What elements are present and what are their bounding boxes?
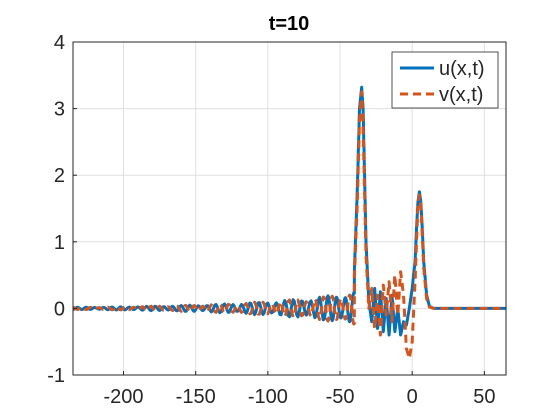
series-layer (73, 85, 506, 360)
x-tick-label: -200 (104, 386, 144, 408)
y-axis: -1 0 1 2 3 4 (47, 32, 77, 387)
legend-box (391, 51, 499, 109)
legend: u(x,t) v(x,t) (391, 51, 499, 109)
y-tick-label: 2 (54, 165, 65, 187)
x-tick-label: -100 (248, 386, 288, 408)
x-axis: -200 -150 -100 -50 0 50 (104, 371, 495, 408)
legend-v-label: v(x,t) (439, 84, 483, 106)
x-tick-label: 50 (473, 386, 495, 408)
plot-frame (72, 41, 507, 376)
x-tick-label: 0 (407, 386, 418, 408)
series-v-line (73, 90, 506, 360)
legend-u-label: u(x,t) (439, 58, 485, 80)
y-tick-label: 3 (54, 99, 65, 121)
chart-title: t=10 (269, 13, 310, 35)
y-tick-label: 0 (54, 298, 65, 320)
x-tick-label: -50 (326, 386, 355, 408)
x-tick-label: -150 (176, 386, 216, 408)
y-tick-label: 4 (54, 32, 65, 54)
y-tick-label: -1 (47, 365, 65, 387)
y-tick-label: 1 (54, 232, 65, 254)
